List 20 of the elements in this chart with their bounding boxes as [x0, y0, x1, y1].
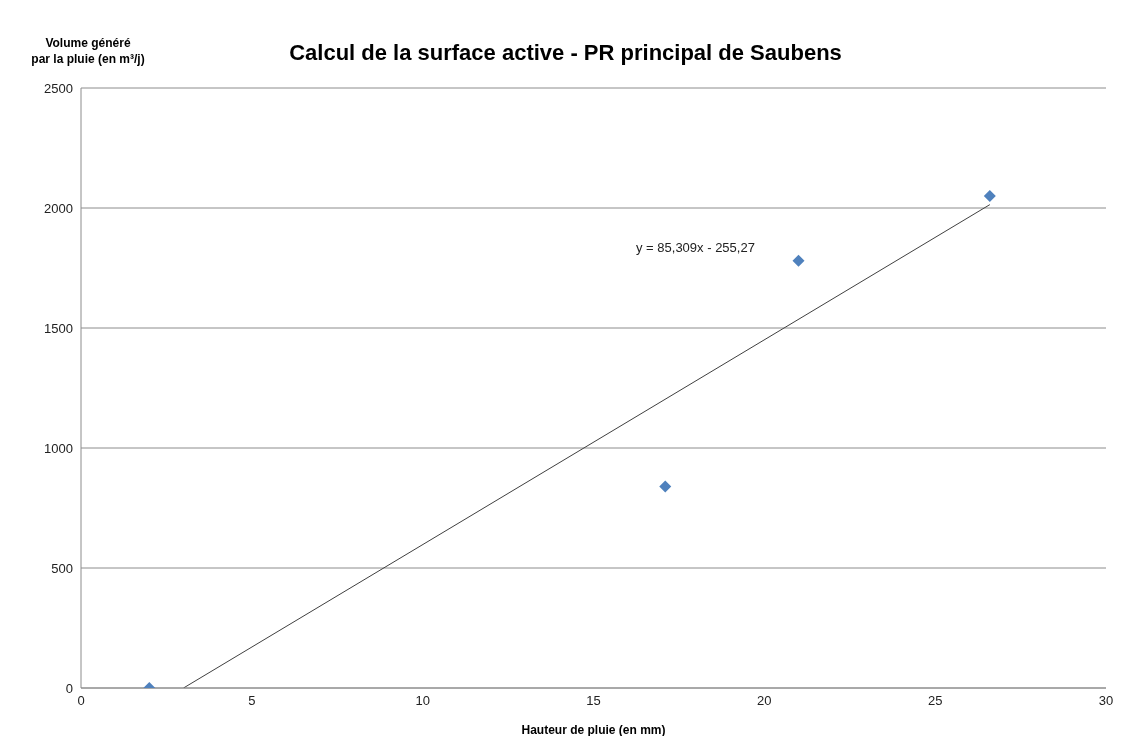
y-tick-label: 1500 — [44, 320, 73, 336]
x-tick-label: 0 — [77, 693, 85, 709]
y-tick-label: 2000 — [44, 200, 73, 216]
annotation: y = 85,309x - 255,27 — [636, 240, 755, 255]
point — [659, 480, 672, 493]
x-axis-title: Hauteur de pluie (en mm) — [521, 723, 666, 737]
y-tick-label: 2500 — [44, 80, 73, 96]
x-tick-label: 15 — [586, 693, 601, 709]
point — [983, 190, 996, 202]
point — [792, 254, 805, 267]
x-tick-label: 20 — [757, 693, 772, 709]
chart-title: Calcul de la surface active - PR principal de Saubens — [289, 40, 842, 65]
x-tick-label: 10 — [415, 693, 430, 709]
x-tick-label: 25 — [927, 693, 943, 709]
y-axis-title: Volume généré par la pluie (en m³/j) — [30, 35, 146, 67]
x-tick-label: 5 — [248, 693, 256, 709]
x-tick-label: 30 — [1098, 693, 1114, 709]
y-tick-label: 1000 — [44, 440, 73, 456]
y-tick-label: 0 — [65, 680, 73, 696]
y-tick-label: 500 — [51, 560, 73, 576]
